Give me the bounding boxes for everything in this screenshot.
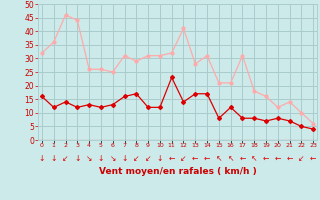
Text: ↓: ↓: [39, 154, 45, 163]
Text: ←: ←: [263, 154, 269, 163]
Text: ↓: ↓: [51, 154, 57, 163]
Text: ↖: ↖: [251, 154, 258, 163]
Text: ↙: ↙: [133, 154, 140, 163]
Text: ↓: ↓: [98, 154, 104, 163]
Text: ↖: ↖: [216, 154, 222, 163]
Text: ↙: ↙: [180, 154, 187, 163]
Text: ←: ←: [239, 154, 246, 163]
Text: ←: ←: [275, 154, 281, 163]
Text: ↙: ↙: [145, 154, 151, 163]
Text: ←: ←: [192, 154, 198, 163]
Text: ↙: ↙: [62, 154, 69, 163]
Text: ↖: ↖: [228, 154, 234, 163]
Text: ↓: ↓: [74, 154, 81, 163]
Text: ←: ←: [286, 154, 293, 163]
Text: ←: ←: [310, 154, 316, 163]
Text: ↘: ↘: [109, 154, 116, 163]
Text: ←: ←: [204, 154, 210, 163]
Text: ↓: ↓: [121, 154, 128, 163]
Text: ↙: ↙: [298, 154, 305, 163]
Text: ↓: ↓: [157, 154, 163, 163]
Text: ↘: ↘: [86, 154, 92, 163]
X-axis label: Vent moyen/en rafales ( km/h ): Vent moyen/en rafales ( km/h ): [99, 167, 256, 176]
Text: ←: ←: [169, 154, 175, 163]
